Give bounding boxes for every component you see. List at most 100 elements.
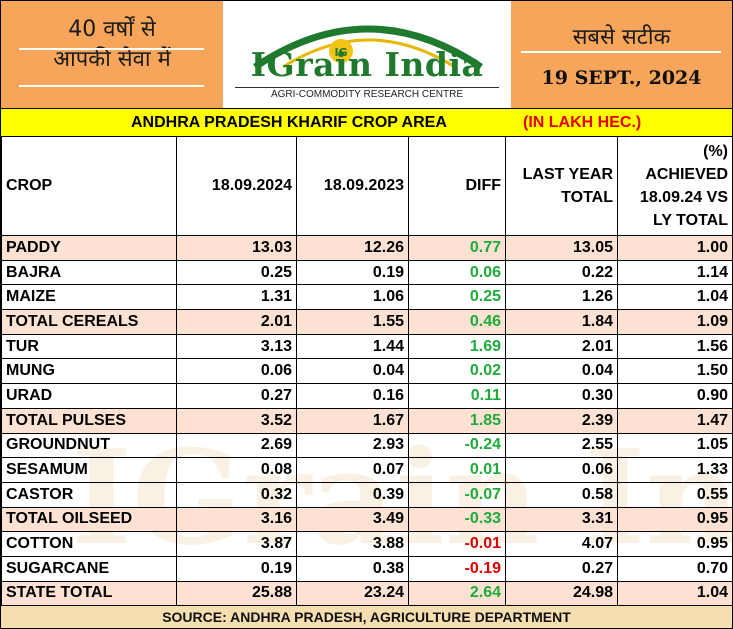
cell-2024: 3.52 (176, 407, 297, 434)
cell-ly-total: 2.01 (505, 333, 618, 360)
cell-diff: 0.46 (408, 309, 506, 335)
header-diff: DIFF (408, 136, 506, 236)
cell-ly-total: 2.55 (505, 432, 618, 459)
cell-2024: 1.31 (176, 284, 297, 311)
cell-achieved: 0.70 (617, 555, 732, 582)
cell-diff: 0.01 (408, 457, 506, 483)
unit-label: (IN LAKH HEC.) (523, 114, 642, 131)
cell-2023: 0.04 (296, 358, 409, 385)
cell-achieved: 1.09 (617, 309, 732, 335)
header-left-panel (1, 1, 223, 108)
header-2024: 18.09.2024 (176, 136, 297, 236)
cell-diff: -0.01 (408, 531, 506, 557)
cell-ly-total: 0.06 (505, 457, 618, 483)
logo-subtitle: AGRI-COMMODITY RESEARCH CENTRE (235, 87, 499, 100)
cell-achieved: 1.00 (617, 235, 732, 261)
cell-2023: 2.93 (296, 432, 409, 459)
cell-2024: 3.13 (176, 333, 297, 360)
report-date: 19 SEPT., 2024 (541, 67, 702, 89)
cell-2023: 0.38 (296, 555, 409, 582)
cell-2023: 3.88 (296, 531, 409, 557)
logo-text: IGrain India (250, 45, 484, 84)
cell-2023: 0.16 (296, 383, 409, 409)
tagline-underline-1 (19, 48, 204, 50)
cell-2023: 12.26 (296, 235, 409, 261)
cell-2024: 0.19 (176, 555, 297, 582)
table-row: GROUNDNUT 2.69 2.93 -0.24 2.55 1.05 (1, 432, 732, 459)
header-achieved: (%) ACHIEVED 18.09.24 VS LY TOTAL (617, 136, 732, 236)
header-last-year-total: LAST YEAR TOTAL (505, 136, 618, 236)
header-right-panel (511, 1, 732, 108)
cell-achieved: 1.56 (617, 333, 732, 360)
cell-ly-total: 1.84 (505, 309, 618, 335)
cell-crop: COTTON (1, 531, 177, 557)
table-row: TOTAL OILSEED 3.16 3.49 -0.33 3.31 0.95 (1, 506, 732, 533)
table-row: SUGARCANE 0.19 0.38 -0.19 0.27 0.70 (1, 555, 732, 582)
cell-2024: 0.06 (176, 358, 297, 385)
cell-crop: MAIZE (1, 284, 177, 311)
tagline-underline-2 (19, 85, 204, 87)
cell-2024: 13.03 (176, 235, 297, 261)
cell-crop: PADDY (1, 235, 177, 261)
logo-badge-icon (329, 39, 353, 63)
cell-crop: URAD (1, 383, 177, 409)
tagline: 40 वर्षों से आपकी सेवा में (1, 15, 223, 75)
table-row: SESAMUM 0.08 0.07 0.01 0.06 1.33 (1, 457, 732, 483)
cell-diff: 0.25 (408, 284, 506, 311)
cell-2024: 25.88 (176, 580, 297, 607)
cell-ly-total: 13.05 (505, 235, 618, 261)
header: 40 वर्षों से आपकी सेवा में IG IGrain Ind… (1, 1, 732, 108)
logo-badge-text: IG (334, 46, 347, 59)
cell-2023: 1.67 (296, 407, 409, 434)
cell-achieved: 1.04 (617, 284, 732, 311)
motto: सबसे सटीक (572, 25, 671, 50)
cell-diff: 1.85 (408, 407, 506, 434)
cell-2023: 1.55 (296, 309, 409, 335)
logo-arc-icon: IG (253, 25, 483, 69)
cell-achieved: 0.55 (617, 481, 732, 508)
table-row: TOTAL CEREALS 2.01 1.55 0.46 1.84 1.09 (1, 309, 732, 335)
cell-diff: 0.77 (408, 235, 506, 261)
cell-diff: 2.64 (408, 580, 506, 607)
cell-2023: 0.39 (296, 481, 409, 508)
table-row: MUNG 0.06 0.04 0.02 0.04 1.50 (1, 358, 732, 385)
source-note: SOURCE: ANDHRA PRADESH, AGRICULTURE DEPA… (1, 605, 732, 628)
table-row: MAIZE 1.31 1.06 0.25 1.26 1.04 (1, 284, 732, 311)
cell-diff: -0.24 (408, 432, 506, 459)
tagline-line-2: आपकी सेवा में (53, 47, 171, 72)
cell-2024: 2.01 (176, 309, 297, 335)
cell-diff: -0.33 (408, 506, 506, 533)
table-row: BAJRA 0.25 0.19 0.06 0.22 1.14 (1, 259, 732, 286)
cell-diff: -0.07 (408, 481, 506, 508)
cell-achieved: 0.95 (617, 531, 732, 557)
cell-ly-total: 0.27 (505, 555, 618, 582)
motto-underline (521, 51, 721, 53)
cell-ly-total: 24.98 (505, 580, 618, 607)
cell-achieved: 0.95 (617, 506, 732, 533)
cell-achieved: 1.04 (617, 580, 732, 607)
cell-2023: 0.07 (296, 457, 409, 483)
cell-ly-total: 0.30 (505, 383, 618, 409)
cell-2024: 0.25 (176, 259, 297, 286)
cell-crop: TUR (1, 333, 177, 360)
table-row: URAD 0.27 0.16 0.11 0.30 0.90 (1, 383, 732, 409)
cell-ly-total: 3.31 (505, 506, 618, 533)
crop-area-table: CROP 18.09.2024 18.09.2023 DIFF LAST YEA… (1, 136, 732, 607)
table-header-row: CROP 18.09.2024 18.09.2023 DIFF LAST YEA… (1, 136, 732, 236)
cell-achieved: 1.50 (617, 358, 732, 385)
tagline-line-1: 40 वर्षों से (68, 17, 156, 42)
cell-crop: TOTAL OILSEED (1, 506, 177, 533)
table-row: PADDY 13.03 12.26 0.77 13.05 1.00 (1, 235, 732, 261)
cell-crop: TOTAL PULSES (1, 407, 177, 434)
table-row: STATE TOTAL 25.88 23.24 2.64 24.98 1.04 (1, 580, 732, 607)
cell-ly-total: 0.04 (505, 358, 618, 385)
cell-2024: 0.32 (176, 481, 297, 508)
header-2023: 18.09.2023 (296, 136, 409, 236)
table-row: TUR 3.13 1.44 1.69 2.01 1.56 (1, 333, 732, 360)
cell-diff: -0.19 (408, 555, 506, 582)
cell-crop: TOTAL CEREALS (1, 309, 177, 335)
cell-2024: 3.16 (176, 506, 297, 533)
cell-achieved: 1.33 (617, 457, 732, 483)
cell-diff: 1.69 (408, 333, 506, 360)
cell-diff: 0.11 (408, 383, 506, 409)
